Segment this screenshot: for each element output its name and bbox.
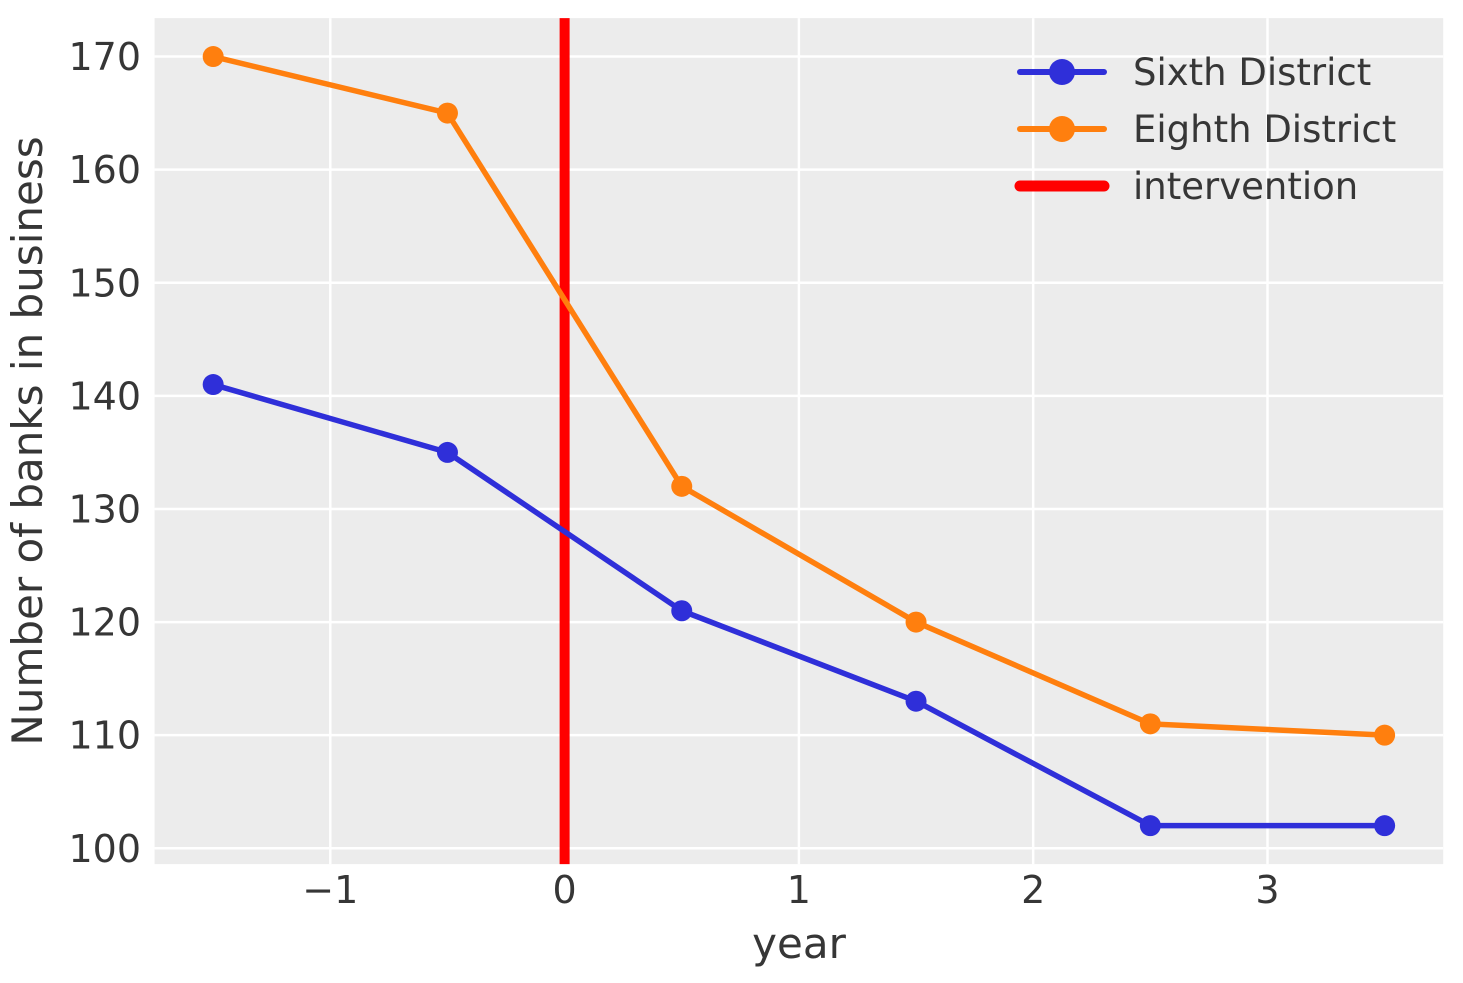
data-point-eighth-district [905,611,927,633]
legend-swatch-marker-eighth-district [1049,116,1075,142]
y-tick-label: 170 [68,35,141,79]
data-point-sixth-district [905,690,927,712]
data-point-sixth-district [436,441,458,463]
x-tick-label: 2 [1021,868,1045,912]
series-line-sixth-district [210,381,1388,829]
y-tick-label: 120 [68,601,141,645]
y-tick-label: 110 [68,714,141,758]
legend-label-sixth-district: Sixth District [1133,51,1371,94]
x-tick-label: 1 [787,868,811,912]
data-point-eighth-district [1139,713,1161,735]
y-tick-label: 130 [68,487,141,531]
y-tick-label: 100 [68,827,141,871]
data-point-eighth-district [671,475,693,497]
data-point-sixth-district [1139,815,1161,837]
x-axis-label: year [752,919,846,968]
data-point-eighth-district [436,102,458,124]
legend: Sixth District Eighth District interventio… [1014,51,1396,208]
data-point-sixth-district [1374,815,1396,837]
data-markers-group [202,46,1396,837]
y-tick-label: 150 [68,261,141,305]
y-tick-label: 160 [68,148,141,192]
tick-labels-group: −1 0 1 2 3 100 110 120 130 140 150 160 170 [68,35,1279,912]
legend-swatch-marker-sixth-district [1049,59,1075,85]
y-axis-label: Number of banks in business [3,136,52,745]
data-point-sixth-district [202,374,224,396]
x-tick-label: −1 [302,868,358,912]
series-lines-group [210,53,1388,829]
series-line-eighth-district [210,53,1388,738]
data-point-eighth-district [202,46,224,68]
data-point-eighth-district [1374,724,1396,746]
x-tick-label: 3 [1255,868,1279,912]
data-point-sixth-district [671,600,693,622]
y-tick-label: 140 [68,374,141,418]
x-tick-label: 0 [553,868,577,912]
legend-label-eighth-district: Eighth District [1133,108,1396,151]
legend-label-intervention: intervention [1133,165,1358,208]
